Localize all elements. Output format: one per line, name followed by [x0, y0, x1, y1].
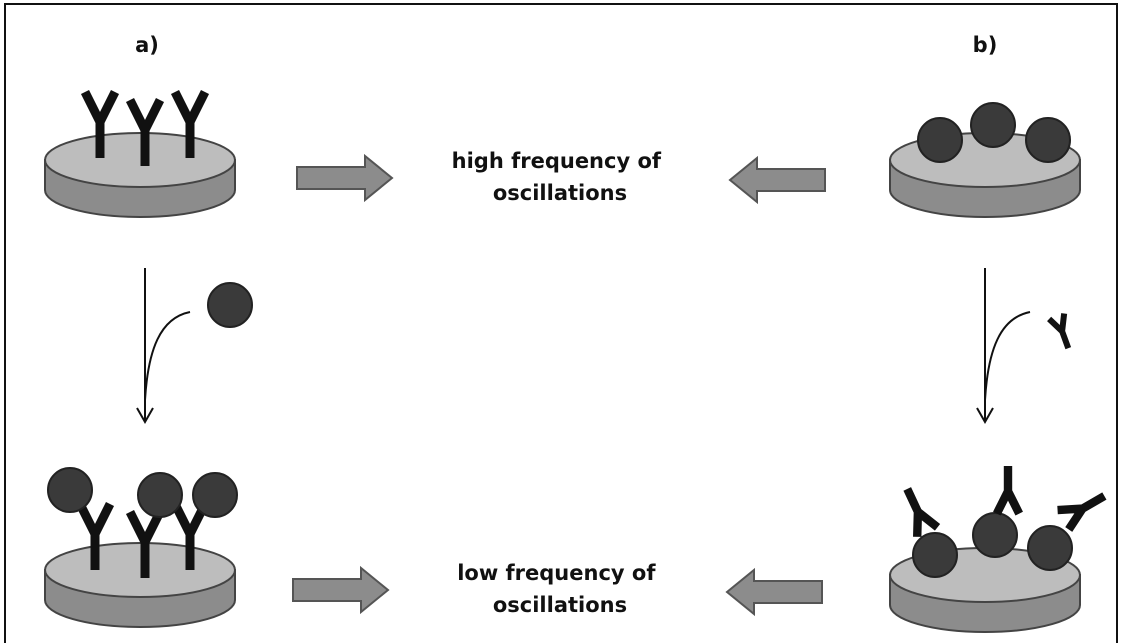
antigen	[208, 283, 252, 327]
antibody	[897, 484, 937, 537]
panel-label: b)	[973, 33, 998, 57]
block-arrow	[297, 156, 392, 200]
reaction-arrow	[137, 268, 190, 422]
antibody	[997, 466, 1019, 514]
text-line: oscillations	[493, 181, 627, 205]
text-line: high frequency of	[452, 149, 662, 173]
sensor-disk	[45, 133, 235, 217]
antigen	[973, 513, 1017, 557]
antigen	[48, 468, 92, 512]
antigen	[138, 473, 182, 517]
sensor-disk	[45, 543, 235, 627]
reaction-arrow	[977, 268, 1030, 422]
text-line: low frequency of	[457, 561, 656, 585]
outcome-text: high frequency of oscillations	[452, 149, 669, 205]
text-line: oscillations	[493, 593, 627, 617]
antigen	[1028, 526, 1072, 570]
antigen	[971, 103, 1015, 147]
panel-label: a)	[135, 33, 159, 57]
antibody	[1049, 314, 1076, 351]
block-arrow	[727, 570, 822, 614]
antigen	[1026, 118, 1070, 162]
antigen	[913, 533, 957, 577]
diagram: a) b) high frequency of oscillations low…	[0, 0, 1122, 643]
antigen	[918, 118, 962, 162]
block-arrow	[730, 158, 825, 202]
antigen	[193, 473, 237, 517]
outcome-text: low frequency of oscillations	[457, 561, 663, 617]
block-arrow	[293, 568, 388, 612]
antibody	[1058, 486, 1110, 529]
page: {"panels": [{"label": "a)"}, {"label": "…	[0, 0, 1122, 643]
